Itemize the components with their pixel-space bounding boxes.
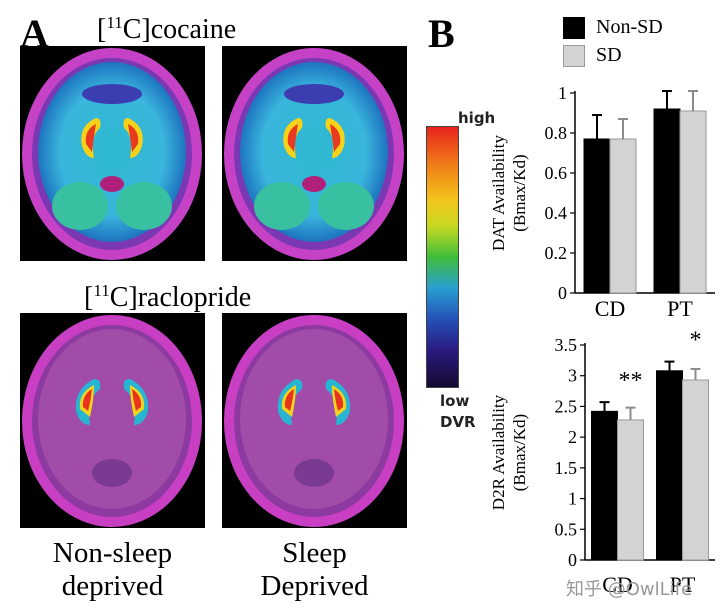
bar-sd-cd: [609, 138, 637, 294]
cocaine-tracer-title: [11C]cocaine: [97, 13, 237, 45]
bar-non-sd-pt: [656, 370, 683, 561]
d2r-availability-chart: 0 0.5 1 1.5 2 2.5 3 3.5 D2R Availability (Bmax/Kd…: [489, 330, 715, 597]
bar-non-sd-pt: [653, 108, 681, 294]
bar-sd-pt: [679, 110, 707, 294]
raclopride-tracer-title: [11C]raclopride: [84, 281, 252, 313]
y-tick-label: 0.8: [545, 123, 568, 143]
legend-label-non-sd: Non-SD: [596, 16, 663, 38]
y-tick-label: 3.5: [555, 335, 578, 355]
colorbar-high-label: high: [458, 109, 496, 127]
y-tick-label: 0.5: [555, 519, 578, 539]
legend-swatch-non-sd: [563, 17, 585, 39]
y-axis-label-unit: (Bmax/Kd): [510, 414, 529, 491]
watermark: 知乎 @OwlLife: [566, 579, 693, 600]
x-tick-label-cd: CD: [595, 296, 626, 321]
colorbar: [426, 126, 459, 388]
colorbar-low-label: low: [440, 392, 470, 410]
y-axis-label: DAT Availability: [489, 135, 508, 252]
group-label-sd: Sleep Deprived: [260, 537, 369, 602]
y-tick-label: 2: [568, 427, 577, 447]
y-tick-label: 3: [568, 366, 577, 386]
significance-marker: **: [619, 368, 643, 394]
cocaine-scan-sd: [222, 46, 407, 261]
raclopride-scan-sd: [222, 313, 407, 528]
x-tick-label-cd: CD: [602, 572, 633, 597]
y-tick-label: 1: [558, 83, 567, 103]
bar-non-sd-cd: [583, 138, 611, 294]
significance-marker: *: [690, 330, 702, 354]
y-axis-label-unit: (Bmax/Kd): [510, 154, 529, 231]
panel-b-label: B: [428, 11, 455, 56]
legend-label-sd: SD: [596, 44, 622, 66]
bar-sd-pt: [682, 379, 709, 561]
y-tick-label: 0: [558, 283, 567, 303]
y-tick-label: 2.5: [555, 396, 578, 416]
y-tick-label: 0.6: [545, 163, 568, 183]
y-tick-label: 1: [568, 489, 577, 509]
y-tick-label: 1.5: [555, 458, 578, 478]
bar-sd-cd: [617, 419, 644, 561]
y-tick-label: 0.4: [545, 203, 568, 223]
raclopride-scan-non-sd: [20, 313, 205, 528]
x-tick-label-pt: PT: [667, 296, 693, 321]
bar-non-sd-cd: [591, 410, 618, 561]
dat-availability-chart: 0 0.2 0.4 0.6 0.8 1 DAT Availability (Bmax/Kd) C…: [489, 83, 715, 321]
legend-swatch-sd: [563, 45, 585, 67]
y-axis-label: D2R Availability: [489, 394, 508, 510]
x-tick-label-pt: PT: [670, 572, 696, 597]
colorbar-unit-label: DVR: [440, 413, 476, 431]
y-tick-label: 0.2: [545, 243, 568, 263]
cocaine-scan-non-sd: [20, 46, 205, 261]
y-tick-label: 0: [568, 550, 577, 570]
group-label-non-sd: Non-sleep deprived: [52, 537, 173, 602]
